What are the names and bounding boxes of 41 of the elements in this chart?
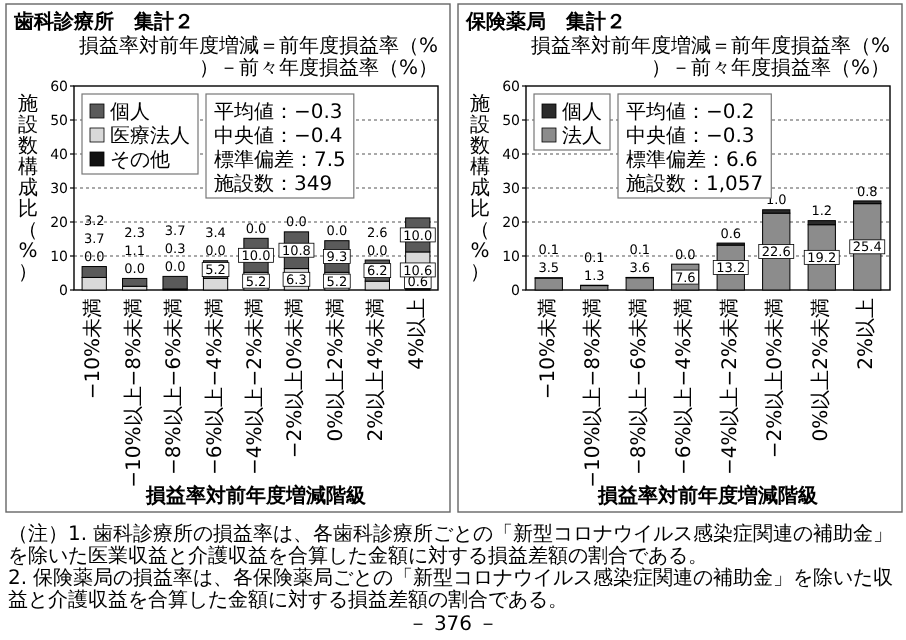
text: 施設数構成比（%） bbox=[18, 93, 38, 284]
x-tick-label: −8%以上−6%未満 bbox=[626, 298, 651, 475]
chart-title: 歯科診療所 集計２ bbox=[12, 10, 194, 34]
legend-label: 個人 bbox=[562, 102, 602, 124]
x-tick-label: −10%未満 bbox=[535, 298, 560, 400]
x-tick-label: −6%以上−4%未満 bbox=[672, 298, 697, 475]
text: － 376 － bbox=[407, 614, 499, 636]
text: 施設数構成比（%） bbox=[470, 93, 490, 284]
x-tick-label: −4%以上−2%未満 bbox=[717, 298, 742, 475]
annotation: 中央値：−0.4 bbox=[214, 124, 343, 148]
x-axis-title: 損益率対前年度増減階級 bbox=[596, 484, 820, 508]
x-tick-label: −10%未満 bbox=[81, 298, 106, 400]
x-tick-label: −4%以上−2%未満 bbox=[243, 298, 267, 475]
annotation: 平均値：−0.3 bbox=[214, 100, 343, 124]
x-tick-label: −10%以上−8%未満 bbox=[581, 298, 606, 488]
chart-subtitle: 損益率対前年度増減＝前年度損益率（%）－前々年度損益率（%） bbox=[530, 34, 890, 80]
x-tick-label: −2%以上0%未満 bbox=[283, 298, 308, 459]
x-tick-label: 2%以上4%未満 bbox=[364, 298, 389, 442]
chart-subtitle: 損益率対前年度増減＝前年度損益率（%）－前々年度損益率（%） bbox=[78, 34, 438, 80]
annotation: 標準偏差：7.5 bbox=[214, 148, 346, 172]
x-tick-label: 0%以上2%未満 bbox=[808, 298, 833, 442]
text: （注）1. 歯科診療所の損益率は、各歯科診療所ごとの「新型コロナウイルス感染症関連の補助金」を除いた医業収益と介護収益を合算した金額に対する損益差額の割合である。 bbox=[8, 522, 894, 568]
legend-label: その他 bbox=[110, 148, 170, 172]
x-tick-label: 2%以上 bbox=[854, 298, 879, 370]
x-tick-label: −10%以上−8%未満 bbox=[121, 298, 146, 488]
x-tick-label: −6%以上−4%未満 bbox=[202, 298, 227, 475]
legend-label: 法人 bbox=[562, 124, 602, 148]
annotation: 施設数：1,057 bbox=[626, 172, 764, 196]
annotation: 平均値：−0.2 bbox=[626, 100, 755, 124]
x-tick-label: 0%以上2%未満 bbox=[323, 298, 348, 442]
x-tick-label: −2%以上0%未満 bbox=[763, 298, 788, 459]
annotation: 標準偏差：6.6 bbox=[626, 148, 758, 172]
legend-label: 医療法人 bbox=[110, 124, 190, 148]
legend-label: 個人 bbox=[110, 102, 150, 124]
x-tick-label: 4%以上 bbox=[404, 298, 429, 370]
x-tick-label: −8%以上−6%未満 bbox=[162, 298, 187, 475]
x-axis-title: 損益率対前年度増減階級 bbox=[144, 484, 368, 508]
chart-title: 保険薬局 集計２ bbox=[464, 10, 626, 34]
annotation: 中央値：−0.3 bbox=[626, 124, 755, 148]
text: 2. 保険薬局の損益率は、各保険薬局ごとの「新型コロナウイルス感染症関連の補助金」を除いた収益と介護収益を合算した金額に対する損益差額の割合である。 bbox=[8, 566, 894, 612]
annotation: 施設数：349 bbox=[214, 172, 333, 196]
